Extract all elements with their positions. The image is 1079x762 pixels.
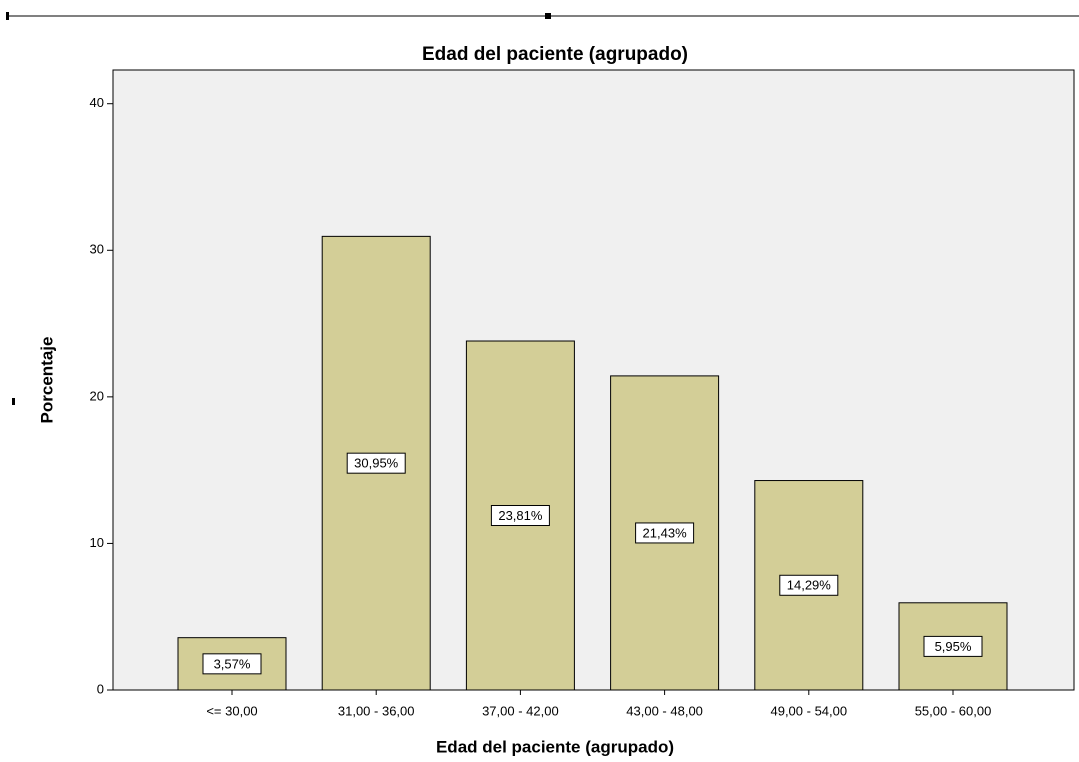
value-label-box xyxy=(346,452,406,474)
value-label-box xyxy=(635,522,695,544)
value-label-box xyxy=(779,574,839,596)
frame-handle xyxy=(6,12,9,20)
value-label: 21,43% xyxy=(643,525,688,540)
value-label: 23,81% xyxy=(498,508,543,523)
y-tick-label: 20 xyxy=(90,388,104,403)
x-axis-title: Edad del paciente (agrupado) xyxy=(436,737,674,756)
x-tick-label: 43,00 - 48,00 xyxy=(626,703,703,718)
y-axis-title: Porcentaje xyxy=(37,337,56,424)
value-label-box xyxy=(923,635,983,657)
y-tick-label: 30 xyxy=(90,242,104,257)
y-tick-label: 0 xyxy=(97,681,104,696)
y-tick-label: 40 xyxy=(90,95,104,110)
x-tick-label: 49,00 - 54,00 xyxy=(770,703,847,718)
value-label-box xyxy=(202,653,262,675)
plot-area xyxy=(112,69,1075,691)
frame-handle xyxy=(12,398,15,405)
value-label-box xyxy=(490,505,550,527)
x-tick-label: 55,00 - 60,00 xyxy=(915,703,992,718)
x-tick-label: <= 30,00 xyxy=(206,703,257,718)
chart-title: Edad del paciente (agrupado) xyxy=(422,44,688,65)
y-tick-label: 10 xyxy=(90,535,104,550)
value-label: 3,57% xyxy=(214,656,251,671)
x-tick-label: 37,00 - 42,00 xyxy=(482,703,559,718)
value-label: 5,95% xyxy=(935,639,972,654)
x-tick-label: 31,00 - 36,00 xyxy=(338,703,415,718)
value-label: 14,29% xyxy=(787,578,832,593)
frame-handle xyxy=(545,13,551,19)
value-label: 30,95% xyxy=(354,456,399,471)
